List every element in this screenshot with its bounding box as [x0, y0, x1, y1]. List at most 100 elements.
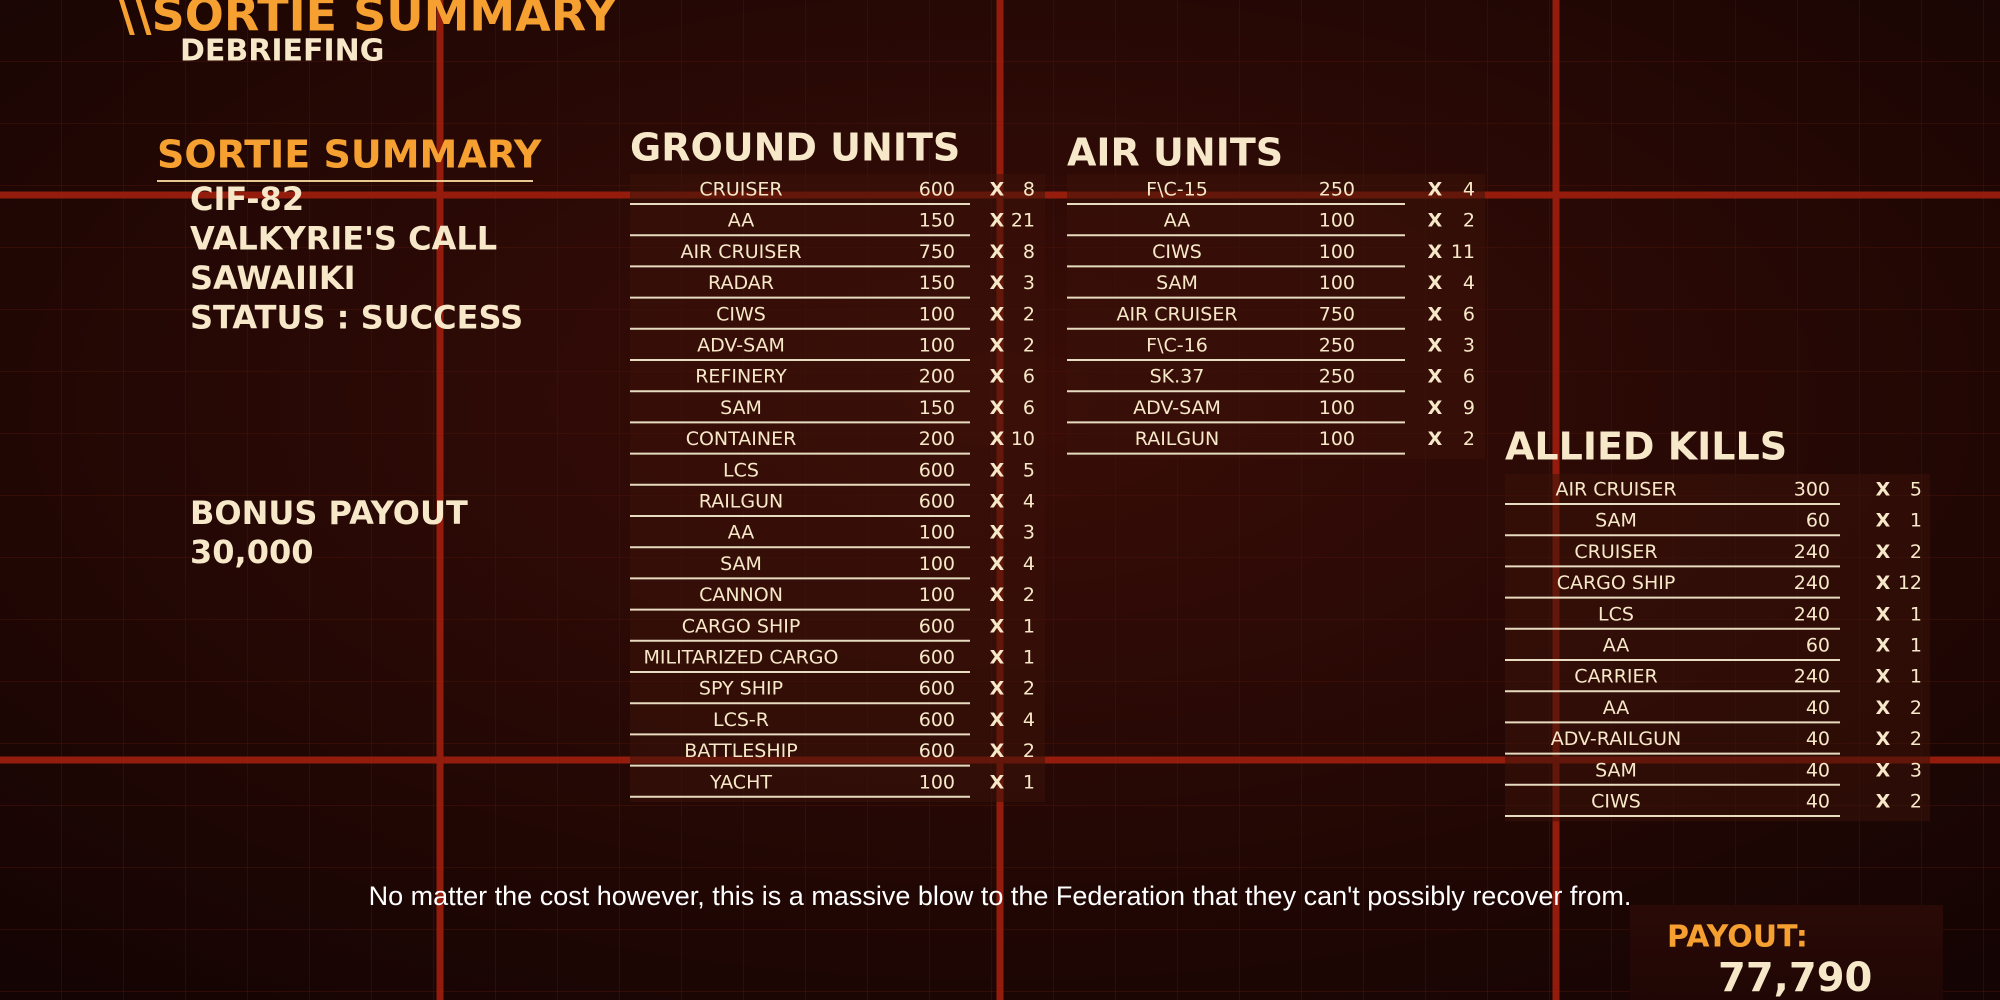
- unit-count: 2: [1463, 428, 1475, 450]
- unit-points: 240: [1794, 572, 1830, 594]
- unit-points: 600: [919, 179, 955, 201]
- unit-name: CRUISER: [1574, 541, 1657, 563]
- unit-name: CIWS: [716, 303, 766, 325]
- multiply-sign: X: [990, 771, 1005, 793]
- multiply-sign: X: [1428, 241, 1443, 263]
- unit-name: LCS-R: [713, 709, 769, 731]
- unit-count: 1: [1910, 603, 1922, 625]
- unit-points: 60: [1806, 510, 1830, 532]
- unit-points: 100: [919, 771, 955, 793]
- payout-value: 77,790: [1718, 955, 1872, 1000]
- multiply-sign: X: [1876, 479, 1891, 501]
- multiply-sign: X: [1428, 428, 1443, 450]
- table-panel: [630, 174, 1045, 802]
- multiply-sign: X: [1876, 541, 1891, 563]
- unit-name: SAM: [1595, 510, 1637, 532]
- header-title: \\SORTIE SUMMARY: [118, 0, 618, 42]
- multiply-sign: X: [1428, 366, 1443, 388]
- unit-name: LCS: [1598, 603, 1634, 625]
- unit-points: 600: [919, 647, 955, 669]
- multiply-sign: X: [990, 647, 1005, 669]
- unit-name: ADV-SAM: [697, 335, 785, 357]
- unit-points: 100: [1319, 272, 1355, 294]
- unit-name: RAILGUN: [1135, 428, 1219, 450]
- unit-count: 2: [1023, 303, 1035, 325]
- unit-name: CARGO SHIP: [1557, 572, 1676, 594]
- unit-name: RADAR: [708, 272, 774, 294]
- unit-count: 6: [1023, 397, 1035, 419]
- unit-points: 240: [1794, 541, 1830, 563]
- unit-name: AA: [1603, 697, 1630, 719]
- unit-count: 1: [1910, 666, 1922, 688]
- unit-points: 100: [919, 584, 955, 606]
- unit-count: 2: [1023, 335, 1035, 357]
- unit-count: 5: [1023, 459, 1035, 481]
- multiply-sign: X: [1876, 791, 1891, 813]
- multiply-sign: X: [1876, 510, 1891, 532]
- unit-count: 11: [1451, 241, 1475, 263]
- multiply-sign: X: [990, 210, 1005, 232]
- unit-count: 8: [1023, 179, 1035, 201]
- unit-name: AA: [728, 210, 755, 232]
- unit-points: 150: [919, 272, 955, 294]
- unit-name: CONTAINER: [686, 428, 797, 450]
- unit-count: 3: [1463, 335, 1475, 357]
- unit-count: 8: [1023, 241, 1035, 263]
- multiply-sign: X: [1876, 572, 1891, 594]
- unit-count: 2: [1910, 697, 1922, 719]
- unit-name: F\C-15: [1146, 179, 1208, 201]
- unit-name: RAILGUN: [699, 491, 783, 513]
- unit-points: 100: [1319, 397, 1355, 419]
- table-title: ALLIED KILLS: [1505, 425, 1787, 469]
- unit-points: 100: [1319, 241, 1355, 263]
- unit-count: 2: [1023, 584, 1035, 606]
- multiply-sign: X: [990, 272, 1005, 294]
- multiply-sign: X: [1876, 697, 1891, 719]
- unit-count: 6: [1463, 303, 1475, 325]
- multiply-sign: X: [990, 553, 1005, 575]
- unit-points: 240: [1794, 603, 1830, 625]
- multiply-sign: X: [990, 241, 1005, 263]
- multiply-sign: X: [990, 366, 1005, 388]
- unit-name: SAM: [1595, 759, 1637, 781]
- unit-name: SK.37: [1150, 366, 1205, 388]
- multiply-sign: X: [990, 303, 1005, 325]
- unit-points: 40: [1806, 697, 1830, 719]
- bonus-label: BONUS PAYOUT: [190, 494, 468, 532]
- unit-name: BATTLESHIP: [684, 740, 797, 762]
- unit-count: 9: [1463, 397, 1475, 419]
- unit-points: 750: [1319, 303, 1355, 325]
- multiply-sign: X: [990, 678, 1005, 700]
- unit-name: AA: [1603, 635, 1630, 657]
- unit-points: 200: [919, 428, 955, 450]
- unit-points: 100: [1319, 428, 1355, 450]
- unit-name: AIR CRUISER: [1555, 479, 1676, 501]
- unit-points: 40: [1806, 791, 1830, 813]
- unit-points: 240: [1794, 666, 1830, 688]
- unit-points: 200: [919, 366, 955, 388]
- unit-points: 100: [919, 303, 955, 325]
- unit-name: F\C-16: [1146, 335, 1208, 357]
- multiply-sign: X: [1428, 272, 1443, 294]
- unit-count: 2: [1463, 210, 1475, 232]
- multiply-sign: X: [1428, 303, 1443, 325]
- multiply-sign: X: [1428, 397, 1443, 419]
- unit-points: 300: [1794, 479, 1830, 501]
- multiply-sign: X: [990, 740, 1005, 762]
- unit-count: 5: [1910, 479, 1922, 501]
- unit-count: 2: [1910, 728, 1922, 750]
- unit-count: 1: [1023, 771, 1035, 793]
- multiply-sign: X: [1428, 335, 1443, 357]
- unit-count: 1: [1910, 635, 1922, 657]
- unit-name: SPY SHIP: [699, 678, 783, 700]
- unit-count: 4: [1023, 709, 1035, 731]
- unit-name: AIR CRUISER: [1116, 303, 1237, 325]
- unit-count: 1: [1023, 615, 1035, 637]
- unit-name: REFINERY: [695, 366, 787, 388]
- table-panel: [1067, 174, 1485, 459]
- unit-count: 4: [1463, 272, 1475, 294]
- summary-line: VALKYRIE'S CALL: [190, 220, 497, 258]
- unit-name: CARRIER: [1574, 666, 1657, 688]
- unit-points: 600: [919, 740, 955, 762]
